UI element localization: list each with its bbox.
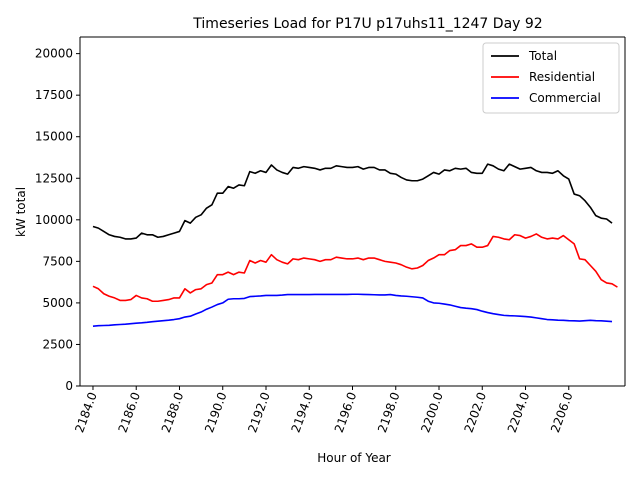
y-tick-label: 20000 [35, 47, 73, 61]
x-axis-label: Hour of Year [317, 451, 391, 465]
series-line-residential [92, 233, 618, 303]
legend: Total Residential Commercial [482, 42, 620, 114]
y-axis-label: kW total [14, 187, 28, 237]
y-tick-label: 10000 [35, 213, 73, 227]
chart-title: Timeseries Load for P17U p17uhs11_1247 D… [192, 16, 542, 32]
legend-label-commercial: Commercial [529, 91, 601, 105]
y-tick-label: 15000 [35, 130, 73, 144]
series-line-total [92, 163, 613, 240]
y-tick-label: 17500 [35, 88, 73, 102]
y-tick-label: 12500 [35, 171, 73, 185]
y-tick-label: 2500 [42, 337, 73, 351]
legend-label-total: Total [528, 49, 557, 63]
legend-box [482, 42, 620, 114]
y-tick-label: 7500 [42, 254, 73, 268]
series-line-commercial [92, 293, 613, 327]
series-layer [92, 163, 618, 327]
y-tick-label: 5000 [42, 296, 73, 310]
y-tick-label: 0 [65, 379, 73, 393]
legend-label-residential: Residential [529, 70, 595, 84]
